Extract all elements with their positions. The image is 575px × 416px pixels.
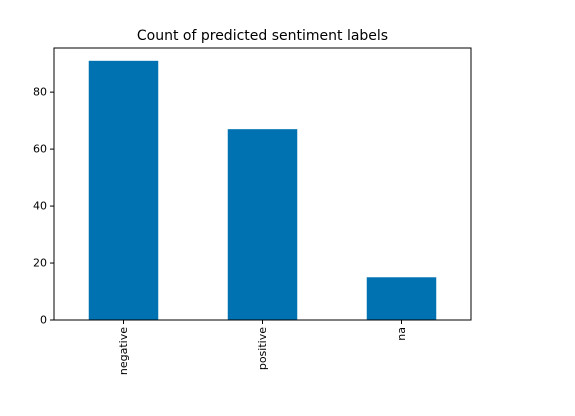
y-axis: 0 20 40 60 80 bbox=[33, 86, 54, 327]
x-tick-label: na bbox=[395, 327, 408, 341]
y-tick-label: 0 bbox=[40, 314, 47, 327]
x-tick-label: positive bbox=[256, 327, 269, 370]
chart-title: Count of predicted sentiment labels bbox=[137, 28, 388, 44]
y-tick-label: 20 bbox=[33, 257, 47, 270]
x-axis: negative positive na bbox=[117, 320, 408, 375]
y-tick-label: 60 bbox=[33, 143, 47, 156]
bar-na bbox=[366, 277, 437, 320]
x-tick-label: negative bbox=[117, 327, 130, 375]
y-tick-label: 80 bbox=[33, 86, 47, 99]
y-tick-label: 40 bbox=[33, 200, 47, 213]
bars-group bbox=[88, 60, 437, 321]
bar-negative bbox=[88, 60, 159, 321]
bar-positive bbox=[227, 129, 298, 320]
